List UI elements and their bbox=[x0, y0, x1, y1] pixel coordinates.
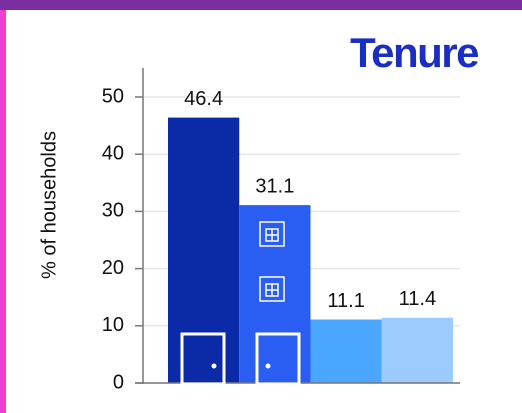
door-knob bbox=[212, 364, 217, 369]
chart: Tenure % of households 0 10 20 30 40 50 46.4 31… bbox=[0, 0, 522, 413]
y-tick-label: 10 bbox=[102, 314, 124, 336]
value-label: 11.4 bbox=[399, 288, 436, 310]
value-label: 31.1 bbox=[255, 175, 294, 197]
bar bbox=[311, 320, 382, 383]
chart-title: Tenure bbox=[350, 29, 478, 76]
y-tick-label: 40 bbox=[102, 142, 124, 164]
y-tick-label: 0 bbox=[113, 371, 124, 393]
y-axis-label: % of households bbox=[38, 131, 60, 279]
plot: 0 10 20 30 40 50 46.4 31.1 11.1 11.4 bbox=[102, 85, 460, 393]
value-label: 11.1 bbox=[327, 290, 364, 312]
value-label: 46.4 bbox=[184, 88, 223, 110]
bar bbox=[382, 318, 453, 383]
door-knob bbox=[266, 364, 271, 369]
left-border bbox=[0, 10, 6, 413]
y-tick-label: 50 bbox=[102, 85, 124, 107]
y-tick-label: 20 bbox=[102, 257, 124, 279]
top-strip bbox=[0, 0, 522, 10]
y-tick-label: 30 bbox=[102, 200, 124, 222]
page: Tenure % of households 0 10 20 30 40 50 46.4 31… bbox=[0, 0, 522, 413]
bar bbox=[168, 118, 239, 383]
